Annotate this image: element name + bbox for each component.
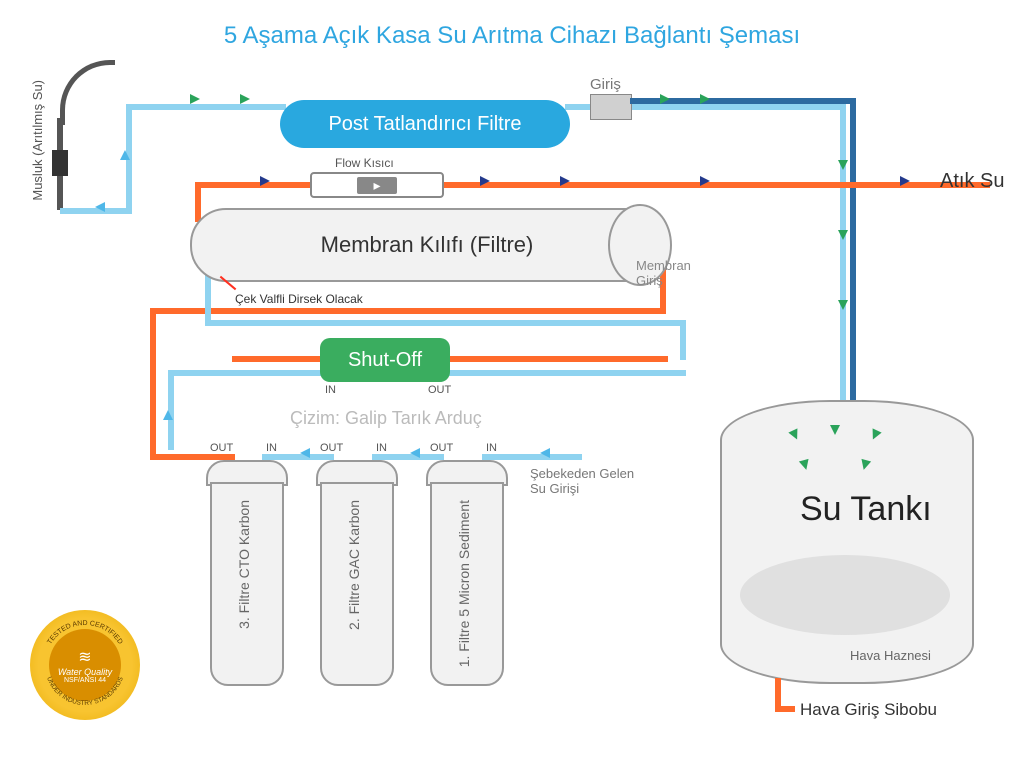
diagram-title: 5 Aşama Açık Kasa Su Arıtma Cihazı Bağla… [0,22,1024,50]
pipe-orange-shut-in [232,356,322,362]
pipe-orange-memb-up [195,182,201,222]
post-filter-label: Post Tatlandırıcı Filtre [328,113,521,136]
f1-in: IN [486,442,497,454]
pipe-lb-under-memb [205,320,685,326]
faucet-icon [60,60,115,125]
pipe-lb-filter-conn2 [372,454,444,460]
cek-valf-label: Çek Valfli Dirsek Olacak [235,292,363,306]
membrane-label: Membran Kılıfı (Filtre) [321,232,534,258]
pipe-lb-filter-conn1 [262,454,334,460]
shut-out-r: OUT [428,384,451,396]
arrow-db-4 [700,176,710,186]
arrow-db-5 [900,176,910,186]
hava-valve-pipe-h [775,706,795,712]
water-tank [720,400,974,684]
pipe-lightblue-5 [840,104,846,404]
arrow-green-5 [838,160,848,170]
shutoff-valve: Shut-Off [320,338,450,382]
shutoff-label: Shut-Off [348,349,422,372]
pipe-lightblue-3 [126,104,286,110]
shut-in-l: IN [325,384,336,396]
diagram-canvas: 5 Aşama Açık Kasa Su Arıtma Cihazı Bağla… [0,0,1024,768]
filter2-label: 2. Filtre GAC Karbon [346,500,362,630]
hava-sibop-label: Hava Giriş Sibobu [800,700,937,720]
tank-ellipse [740,555,950,635]
f2-in: IN [376,442,387,454]
flow-restrictor: ▸ [310,172,444,198]
arrow-green-3 [660,94,670,104]
arrow-lb-5 [540,448,550,458]
arrow-lb-6 [163,410,173,420]
faucet-handle [52,150,68,176]
f2-out: OUT [320,442,343,454]
sebeke-label: Şebekeden Gelen Su Girişi [530,466,634,496]
hava-valve-pipe [775,678,781,708]
arrow-green-tank2 [830,425,840,435]
tank-label: Su Tankı [800,490,932,529]
pipe-lb-to-shut [448,370,686,376]
pipe-darkblue-2 [850,98,856,408]
arrow-green-2 [240,94,250,104]
filter3-label: 3. Filtre CTO Karbon [236,500,252,629]
arrow-green-7 [838,300,848,310]
post-filter: Post Tatlandırıcı Filtre [280,100,570,148]
svg-text:TESTED AND CERTIFIED: TESTED AND CERTIFIED [46,620,123,646]
arrow-green-6 [838,230,848,240]
atik-label: Atık Su [940,170,1004,193]
pipe-orange-shut-out [448,356,668,362]
arrow-lb-1 [95,202,105,212]
membrane-housing: Membran Kılıfı (Filtre) [190,208,664,282]
arrow-db-2 [480,176,490,186]
arrow-lb-2 [120,150,130,160]
pipe-lb-right-down [680,320,686,360]
svg-text:UNDER INDUSTRY STANDARDS: UNDER INDUSTRY STANDARDS [45,675,125,707]
arrow-db-1 [260,176,270,186]
pipe-lb-shut-left [168,370,323,376]
credit: Çizim: Galip Tarık Arduç [290,408,482,429]
arrow-green-4 [700,94,710,104]
pipe-lb-memb-out [205,272,211,324]
f1-out: OUT [430,442,453,454]
f3-in: IN [266,442,277,454]
f3-out: OUT [210,442,233,454]
pipe-lb-filter-in [482,454,582,460]
pipe-orange-left-down [150,308,156,458]
seal-text-ring: TESTED AND CERTIFIED UNDER INDUSTRY STAN… [30,610,140,720]
faucet-label: Musluk (Arıtılmış Su) [30,80,45,201]
filter1-label: 1. Filtre 5 Micron Sediment [456,500,472,667]
tee-giris [590,94,632,120]
arrow-lb-4 [410,448,420,458]
hava-label: Hava Haznesi [850,648,931,663]
arrow-db-3 [560,176,570,186]
arrow-lb-3 [300,448,310,458]
arrow-green-1 [190,94,200,104]
membran-giris-label: Membran Giriş [636,258,691,288]
flowk-label: Flow Kısıcı [335,156,394,170]
giris-label: Giriş [590,76,621,93]
pipe-orange-memb-right-h [150,308,666,314]
